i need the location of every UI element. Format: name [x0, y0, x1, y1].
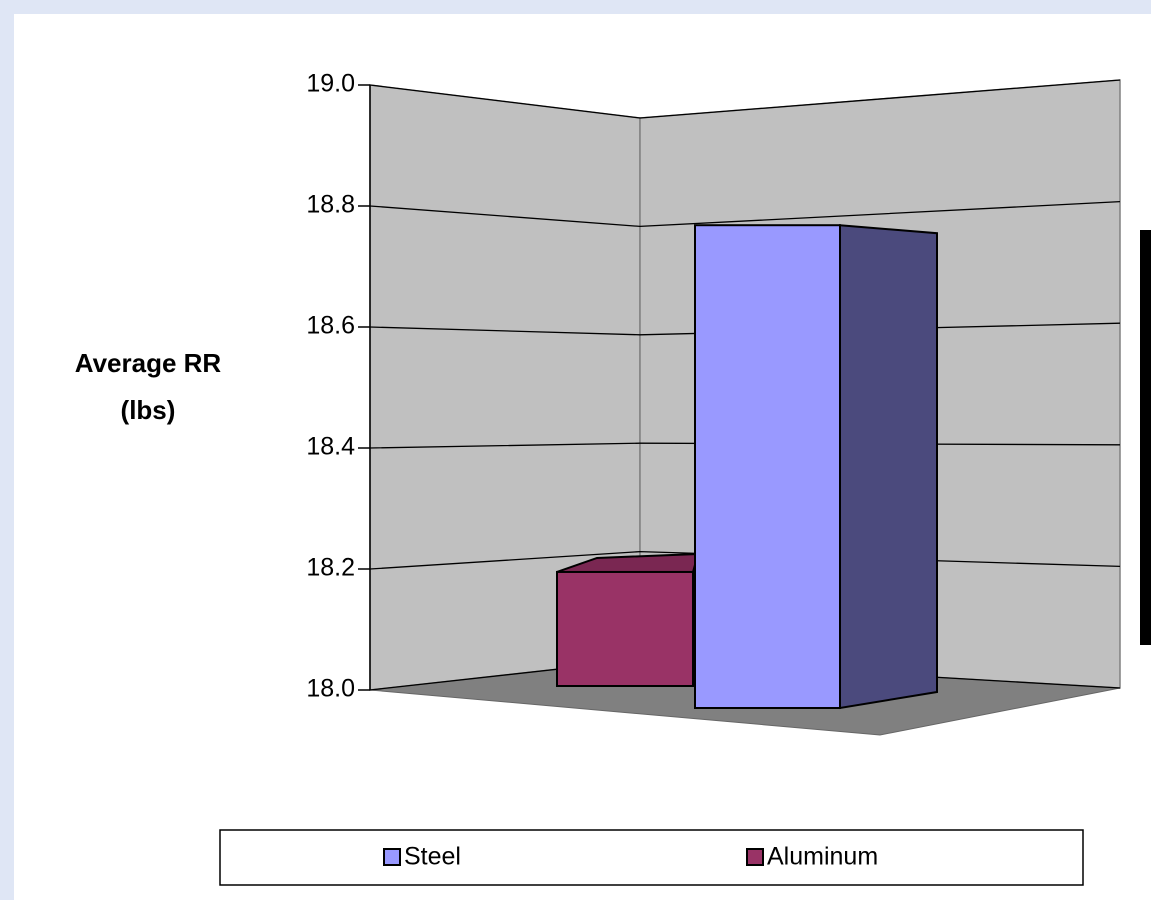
- grid-line: [369, 442, 1121, 449]
- grid-line: [369, 322, 1121, 336]
- legend-swatch: [383, 848, 401, 866]
- y-tick-label: 18.0: [306, 675, 355, 703]
- grid-line: [369, 79, 1121, 119]
- bar: [694, 224, 841, 710]
- grid-line: [369, 550, 1121, 570]
- legend-label: Aluminum: [767, 843, 878, 871]
- y-tick-label: 18.4: [306, 433, 355, 461]
- grid-line: [369, 200, 1121, 228]
- top-border: [0, 0, 1151, 14]
- right-edge-bar: [1140, 230, 1151, 645]
- left-border: [0, 0, 14, 900]
- y-tick-label: 19.0: [306, 70, 355, 98]
- bar-side: [839, 224, 938, 710]
- y-axis-label: (lbs): [121, 395, 176, 425]
- legend: [219, 829, 1084, 886]
- legend-swatch: [746, 848, 764, 866]
- legend-label: Steel: [404, 843, 461, 871]
- y-tick-label: 18.8: [306, 191, 355, 219]
- y-tick-label: 18.2: [306, 554, 355, 582]
- bar: [556, 570, 694, 687]
- y-axis-label: Average RR: [75, 348, 222, 378]
- y-tick-label: 18.6: [306, 312, 355, 340]
